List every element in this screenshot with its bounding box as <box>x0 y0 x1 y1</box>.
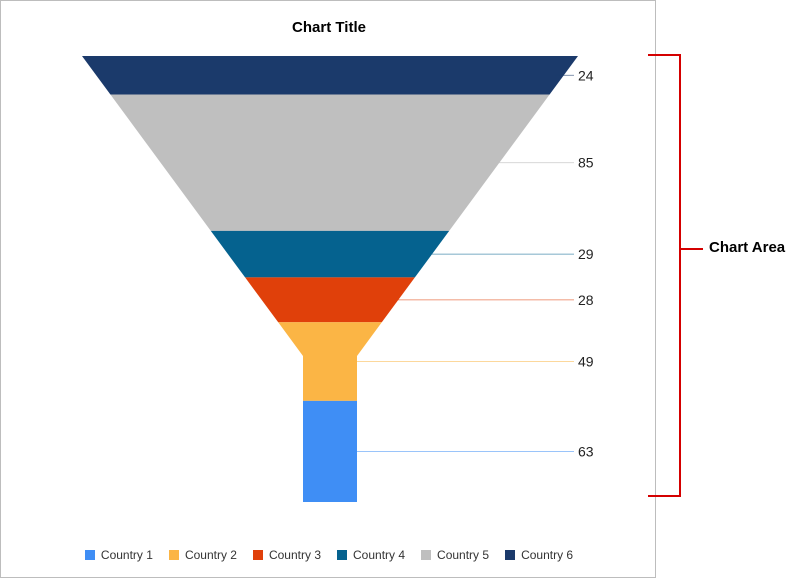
funnel-segment-country-6 <box>82 56 578 95</box>
legend-swatch <box>84 550 95 560</box>
chart-area-bracket <box>648 54 681 497</box>
chart-area-annotation-label: Chart Area <box>709 239 786 256</box>
data-label: 85 <box>578 155 594 171</box>
legend-label: Country 5 <box>437 548 490 562</box>
legend-label: Country 2 <box>184 548 237 562</box>
data-label: 24 <box>578 67 594 83</box>
legend-swatch <box>421 550 432 560</box>
legend-label: Country 1 <box>100 548 153 562</box>
legend: Country 1 Country 2 Country 3 Country 4 … <box>1 548 657 562</box>
legend-item-country-2: Country 2 <box>168 548 237 562</box>
legend-swatch <box>505 550 516 560</box>
legend-swatch <box>252 550 263 560</box>
funnel-segment-country-2 <box>278 322 382 401</box>
funnel-segment-country-4 <box>210 230 450 278</box>
legend-swatch <box>337 550 347 560</box>
legend-swatch <box>168 550 179 560</box>
legend-label: Country 6 <box>521 548 574 562</box>
legend-item-country-6: Country 6 <box>505 548 573 562</box>
legend-label: Country 4 <box>353 548 406 562</box>
legend-item-country-5: Country 5 <box>421 548 489 562</box>
funnel-segment-country-1 <box>303 400 357 502</box>
legend-item-country-3: Country 3 <box>252 548 321 562</box>
data-label: 49 <box>578 354 594 370</box>
funnel-segment-country-3 <box>245 277 415 323</box>
data-label: 29 <box>578 246 594 262</box>
legend-label: Country 3 <box>268 548 321 562</box>
data-label: 63 <box>578 443 594 459</box>
funnel-segment-country-5 <box>110 94 550 231</box>
chart-title: Chart Title <box>292 19 366 36</box>
legend-item-country-1: Country 1 <box>84 548 153 562</box>
data-label: 28 <box>578 292 594 308</box>
legend-item-country-4: Country 4 <box>337 548 405 562</box>
